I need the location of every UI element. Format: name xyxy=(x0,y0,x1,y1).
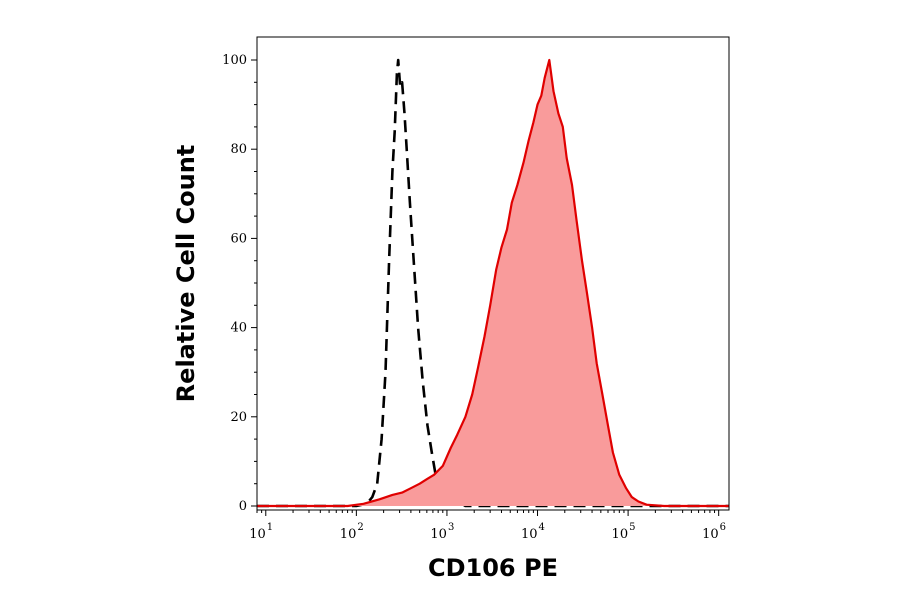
x-tick-label: 10 xyxy=(612,527,629,542)
x-tick-exponent: 2 xyxy=(357,522,363,533)
control-histogram-line xyxy=(257,58,729,508)
x-tick-exponent: 6 xyxy=(720,522,726,533)
y-tick-label: 60 xyxy=(230,231,247,246)
x-tick-exponent: 4 xyxy=(539,522,545,533)
plot-frame xyxy=(256,36,730,511)
y-tick-label: 80 xyxy=(230,142,247,157)
x-tick-label: 10 xyxy=(249,527,266,542)
x-axis-title: CD106 PE xyxy=(428,554,558,582)
x-tick-label: 10 xyxy=(702,527,719,542)
y-tick-label: 40 xyxy=(230,321,247,336)
x-tick-label: 10 xyxy=(340,527,357,542)
y-tick-label: 100 xyxy=(222,53,247,68)
x-tick-exponent: 5 xyxy=(629,522,635,533)
histogram-fill xyxy=(257,60,729,506)
histogram-line xyxy=(257,58,729,508)
y-axis-title: Relative Cell Count xyxy=(172,145,200,403)
x-tick-label: 10 xyxy=(521,527,538,542)
x-tick-exponent: 3 xyxy=(448,522,454,533)
x-tick-label: 10 xyxy=(430,527,447,542)
series-layer xyxy=(257,58,729,508)
y-tick-label: 0 xyxy=(239,499,247,514)
y-tick-label: 20 xyxy=(230,410,247,425)
x-tick-exponent: 1 xyxy=(267,522,273,533)
